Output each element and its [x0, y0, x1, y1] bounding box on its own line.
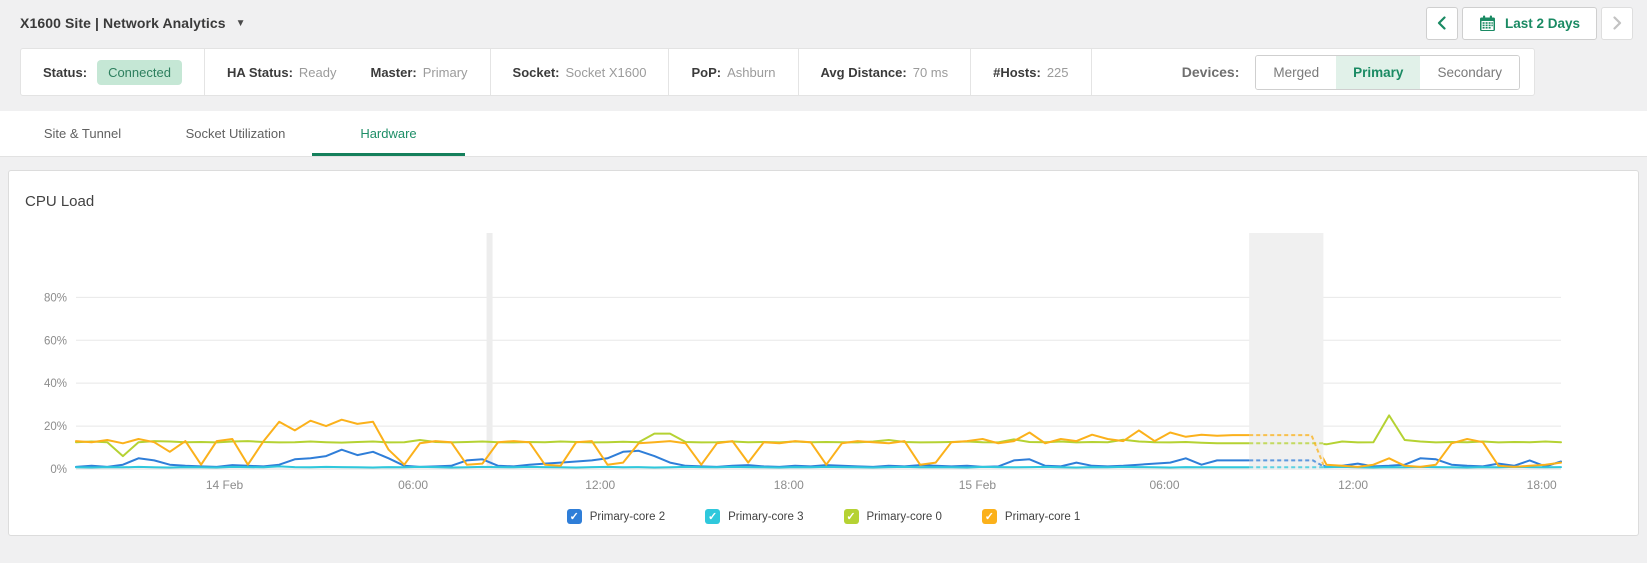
hosts-label: #Hosts: — [993, 64, 1041, 80]
svg-text:06:00: 06:00 — [1149, 478, 1179, 492]
status-badge: Connected — [97, 59, 182, 85]
socket-group: Socket: Socket X1600 — [491, 49, 670, 95]
chevron-right-icon — [1612, 16, 1621, 30]
legend-label: Primary-core 0 — [866, 510, 942, 523]
svg-text:12:00: 12:00 — [1338, 478, 1368, 492]
pop-value: Ashburn — [727, 64, 776, 80]
chart-legend: ✓ Primary-core 2 ✓ Primary-core 3 ✓ Prim… — [9, 509, 1638, 524]
calendar-icon — [1479, 15, 1495, 31]
devices-area: Devices: Merged Primary Secondary — [1181, 54, 1534, 90]
tab-socket-utilization[interactable]: Socket Utilization — [185, 126, 286, 141]
chart-title: CPU Load — [25, 193, 95, 210]
avg-distance-group: Avg Distance: 70 ms — [799, 49, 972, 95]
date-range-label: Last 2 Days — [1504, 15, 1580, 31]
cpu-load-card: CPU Load 0% 20% 40% 60% 80% 14 Feb 06:00 12:00 1… — [8, 170, 1639, 536]
svg-text:18:00: 18:00 — [1527, 478, 1557, 492]
chevron-down-icon[interactable]: ▼ — [235, 17, 246, 29]
hosts-group: #Hosts: 225 — [971, 49, 1092, 95]
pop-group: PoP: Ashburn — [669, 49, 799, 95]
svg-text:06:00: 06:00 — [398, 478, 428, 492]
previous-period-button[interactable] — [1425, 6, 1458, 40]
legend-label: Primary-core 2 — [589, 510, 666, 523]
cpu-load-chart[interactable]: 0% 20% 40% 60% 80% 14 Feb 06:00 12:00 18:00 15 Fe… — [9, 216, 1638, 501]
top-header: X1600 Site | Network Analytics ▼ — [0, 0, 1647, 46]
svg-text:15 Feb: 15 Feb — [959, 478, 997, 492]
checkbox-checked-icon[interactable]: ✓ — [566, 509, 582, 524]
checkbox-checked-icon[interactable]: ✓ — [843, 509, 859, 524]
svg-text:12:00: 12:00 — [585, 478, 615, 492]
svg-text:60%: 60% — [44, 335, 67, 347]
devices-option-merged[interactable]: Merged — [1256, 55, 1337, 89]
devices-option-secondary[interactable]: Secondary — [1420, 55, 1519, 89]
next-period-button[interactable] — [1601, 6, 1633, 40]
ha-status-label: HA Status: — [226, 64, 293, 80]
svg-text:14 Feb: 14 Feb — [206, 478, 244, 492]
svg-text:0%: 0% — [50, 464, 67, 476]
tab-hardware[interactable]: Hardware — [312, 111, 465, 156]
master-value: Primary — [422, 64, 468, 80]
avg-distance-label: Avg Distance: — [820, 64, 907, 80]
page-title: X1600 Site | Network Analytics — [20, 15, 226, 31]
tab-site-and-tunnel[interactable]: Site & Tunnel — [43, 126, 122, 141]
date-range-button[interactable]: Last 2 Days — [1461, 6, 1597, 40]
ha-status-value: Ready — [298, 64, 337, 80]
devices-option-primary[interactable]: Primary — [1336, 55, 1421, 89]
legend-label: Primary-core 3 — [728, 510, 804, 523]
devices-label: Devices: — [1181, 64, 1240, 80]
socket-label: Socket: — [512, 64, 560, 80]
legend-item-primary-core-3[interactable]: ✓ Primary-core 3 — [705, 509, 804, 524]
legend-item-primary-core-0[interactable]: ✓ Primary-core 0 — [843, 509, 942, 524]
svg-text:18:00: 18:00 — [774, 478, 804, 492]
legend-label: Primary-core 1 — [1004, 510, 1081, 523]
avg-distance-value: 70 ms — [912, 64, 949, 80]
status-label: Status: — [43, 64, 88, 80]
svg-text:40%: 40% — [44, 378, 67, 390]
status-group: Status: Connected — [21, 49, 205, 95]
date-range-nav: Last 2 Days — [1425, 6, 1633, 40]
legend-item-primary-core-2[interactable]: ✓ Primary-core 2 — [566, 509, 666, 524]
socket-value: Socket X1600 — [565, 64, 647, 80]
ha-group: HA Status: Ready Master: Primary — [205, 49, 491, 95]
master-label: Master: — [370, 64, 417, 80]
pop-label: PoP: — [691, 64, 722, 80]
hosts-value: 225 — [1046, 64, 1069, 80]
analytics-tabs: Site & Tunnel Socket Utilization Hardwar… — [0, 111, 1647, 157]
chevron-left-icon — [1438, 16, 1447, 30]
checkbox-checked-icon[interactable]: ✓ — [981, 509, 997, 524]
checkbox-checked-icon[interactable]: ✓ — [705, 509, 721, 524]
devices-segmented-control: Merged Primary Secondary — [1255, 54, 1520, 90]
svg-text:80%: 80% — [44, 292, 67, 304]
site-status-bar: Status: Connected HA Status: Ready Maste… — [20, 48, 1535, 96]
legend-item-primary-core-1[interactable]: ✓ Primary-core 1 — [981, 509, 1081, 524]
svg-text:20%: 20% — [44, 421, 67, 433]
